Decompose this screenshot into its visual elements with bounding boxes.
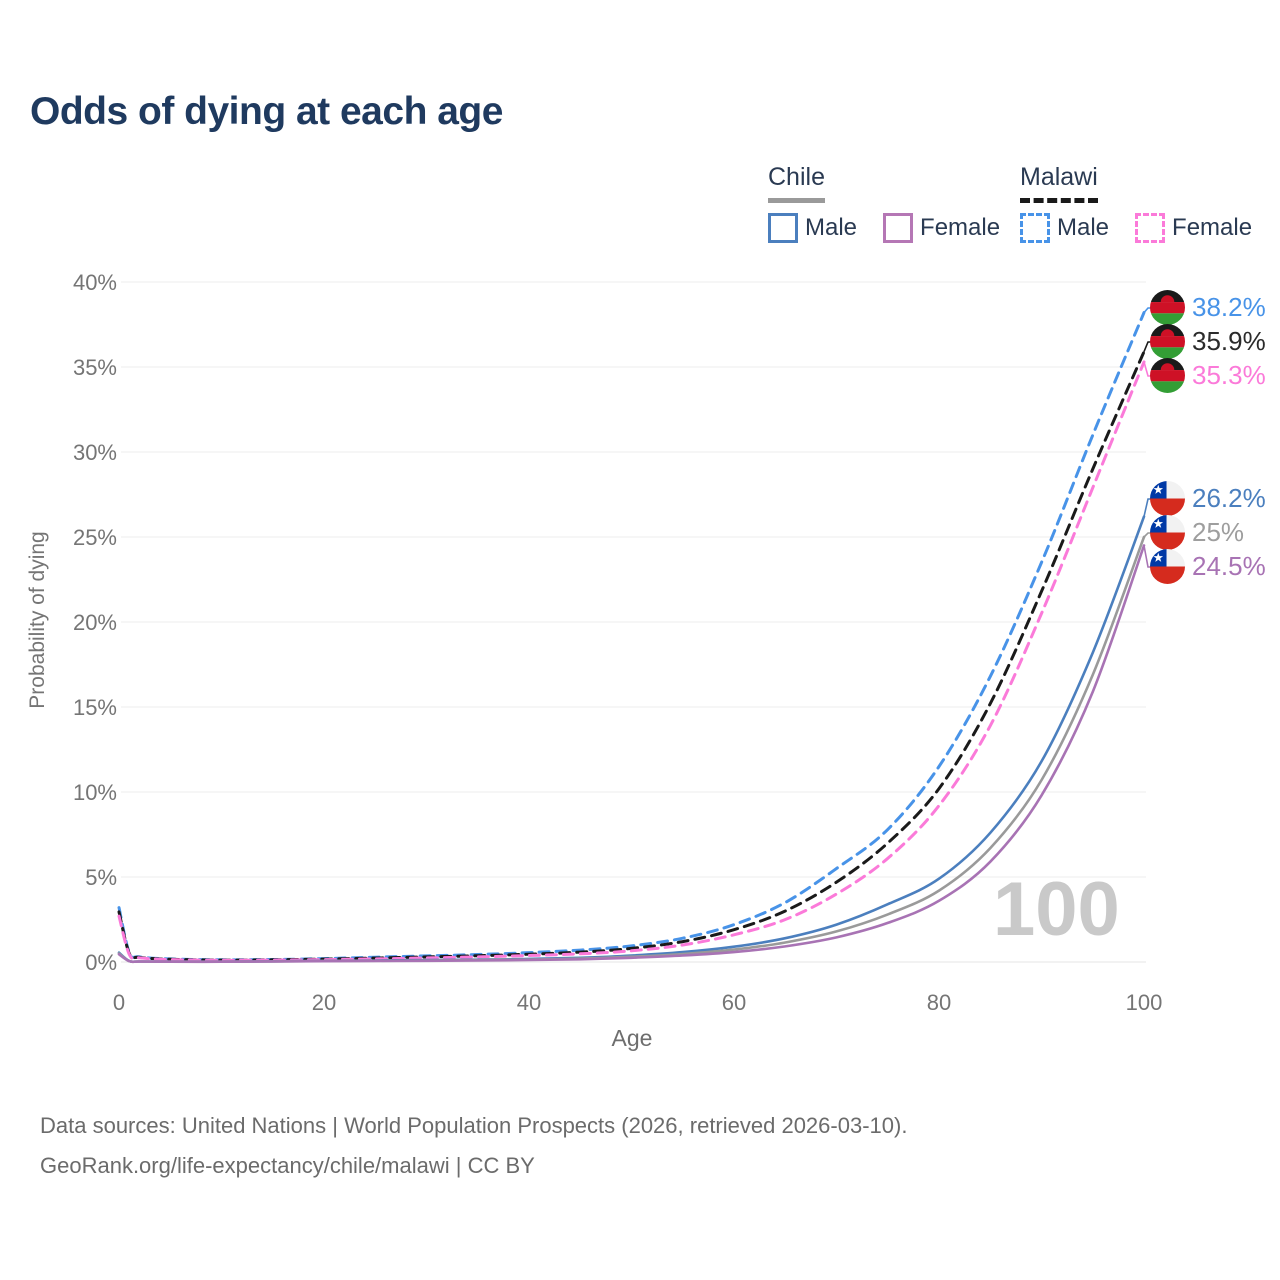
legend-item-chile-female[interactable]: Female (883, 213, 1000, 243)
series-line-chile-male (117, 515, 1146, 964)
x-tick-label: 100 (1126, 990, 1163, 1015)
y-tick-label: 5% (85, 865, 117, 890)
footer-line-2: GeoRank.org/life-expectancy/chile/malawi… (40, 1153, 535, 1178)
series-line-chile-female (117, 544, 1146, 964)
flag-icon-chile (1150, 515, 1185, 550)
y-tick-label: 20% (73, 610, 117, 635)
y-tick-label: 10% (73, 780, 117, 805)
footer-line-1: Data sources: United Nations | World Pop… (40, 1113, 908, 1138)
end-label-chile-both-sexes: 25% (1150, 515, 1244, 550)
y-tick-label: 25% (73, 525, 117, 550)
end-label-malawi-female: 35.3% (1150, 358, 1266, 393)
y-tick-label: 0% (85, 950, 117, 975)
series-layer (117, 311, 1146, 964)
malawi-female-swatch-icon (1135, 213, 1166, 243)
x-tick-label: 20 (312, 990, 336, 1015)
series-line-chile-both-sexes (117, 535, 1146, 964)
flag-icon-chile (1150, 481, 1185, 516)
chile-male-swatch-icon (768, 213, 798, 243)
end-label-value: 26.2% (1192, 483, 1266, 513)
chile-female-swatch-icon (883, 213, 914, 243)
flag-icon-malawi (1150, 324, 1185, 359)
x-tick-label: 80 (927, 990, 951, 1015)
legend-heading-malawi: Malawi (1020, 163, 1098, 203)
legend-group-malawi: Malawi Male Female (1020, 163, 1252, 243)
page-title: Odds of dying at each age (30, 90, 503, 133)
end-label-chile-female: 24.5% (1150, 549, 1266, 584)
end-label-chile-male: 26.2% (1150, 481, 1266, 516)
y-tick-label: 30% (73, 440, 117, 465)
legend-heading-chile: Chile (768, 163, 825, 203)
legend-label: Male (1057, 214, 1110, 241)
x-tick-label: 40 (517, 990, 541, 1015)
age-watermark: 100 (993, 867, 1120, 952)
end-label-malawi-both-sexes: 35.9% (1150, 324, 1266, 359)
end-label-value: 35.9% (1192, 326, 1266, 356)
y-tick-label: 40% (73, 270, 117, 295)
x-tick-label: 0 (113, 990, 125, 1015)
end-label-malawi-male: 38.2% (1150, 290, 1266, 325)
tick-layer: 0% 5% 10% 15% 20% 25% 30% 35% 40% 0 20 40 60 80 100 (73, 270, 1162, 1015)
end-label-value: 24.5% (1192, 551, 1266, 581)
end-label-value: 38.2% (1192, 292, 1266, 322)
series-line-malawi-female (117, 360, 1146, 962)
end-label-value: 25% (1192, 517, 1245, 547)
x-axis-title: Age (612, 1025, 653, 1051)
y-tick-label: 15% (73, 695, 117, 720)
legend-label: Male (805, 214, 858, 241)
y-axis-title: Probability of dying (26, 531, 49, 708)
legend-label: Female (1172, 214, 1253, 241)
legend-item-chile-male[interactable]: Male (768, 213, 857, 243)
legend-group-chile: Chile Male Female (768, 163, 1000, 243)
legend-item-malawi-male[interactable]: Male (1020, 213, 1109, 243)
legend-label: Female (920, 214, 1001, 241)
flag-icon-malawi (1150, 358, 1185, 393)
data-source-footer: Data sources: United Nations | World Pop… (40, 1106, 907, 1186)
malawi-male-swatch-icon (1020, 213, 1050, 243)
flag-icon-malawi (1150, 290, 1185, 325)
end-label-value: 35.3% (1192, 360, 1266, 390)
series-line-malawi-both-sexes (117, 350, 1146, 962)
y-tick-label: 35% (73, 355, 117, 380)
legend-item-malawi-female[interactable]: Female (1135, 213, 1252, 243)
flag-icon-chile (1150, 549, 1185, 584)
x-tick-label: 60 (722, 990, 746, 1015)
